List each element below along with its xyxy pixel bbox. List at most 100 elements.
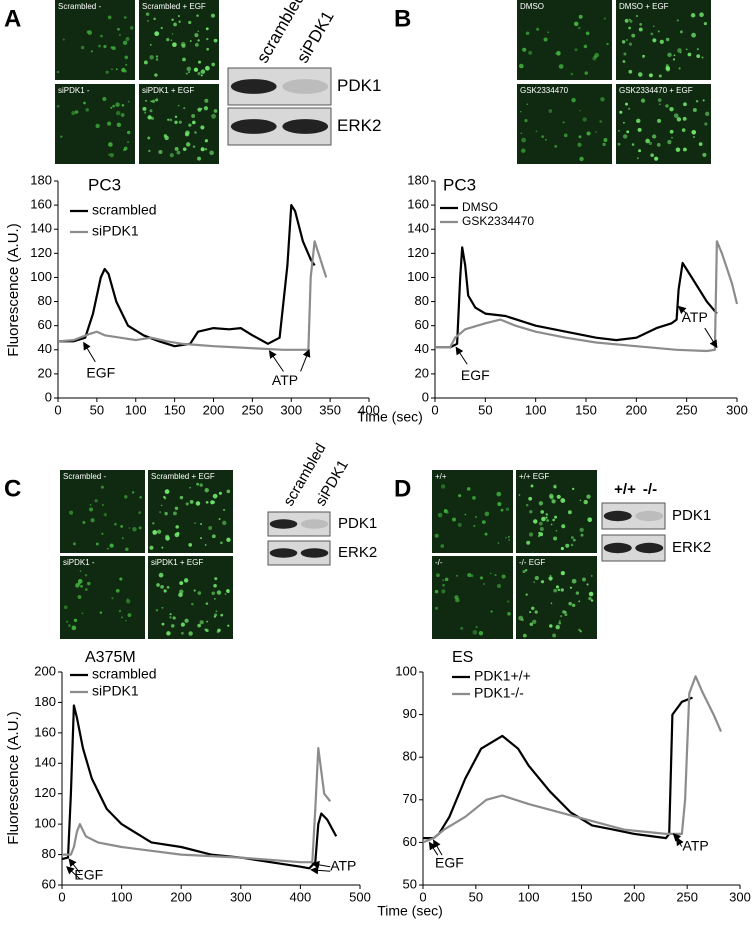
cell [124,55,129,60]
cell [159,511,162,514]
image-label: siPDK1 + EGF [142,86,194,95]
cell [197,72,201,76]
cell [675,147,681,152]
annotation-arrow [83,341,96,363]
cell [144,111,147,114]
cell [535,130,538,133]
cell [169,118,173,122]
cell [631,33,636,38]
cell [521,618,524,622]
cell [196,482,200,486]
annotation: EGF [435,854,464,870]
y-tick-label: 20 [38,365,52,380]
data-line [58,204,316,348]
cell [548,576,553,581]
cell [124,495,128,499]
image-label: DMSO [520,2,544,11]
cell [205,628,209,633]
annotation-arrow [433,839,443,856]
cell [206,37,209,41]
cell [188,71,190,73]
cell [586,494,591,499]
cell [211,591,215,595]
cell [114,522,117,526]
cell [174,532,180,538]
cell [155,609,159,612]
x-tick-label: 200 [625,402,647,417]
y-tick-label: 0 [45,389,52,404]
annotation-arrow [268,350,284,372]
cell [526,540,531,545]
cell [444,577,449,582]
cell [155,55,159,58]
cell [204,148,208,151]
cell [160,584,164,589]
cell [199,620,204,625]
cell [205,500,209,504]
cell [637,72,643,77]
cell [108,142,112,146]
cell [639,23,643,26]
cell [525,503,529,507]
cell [628,26,632,30]
annotation-arrow [68,858,81,874]
cell [100,34,103,38]
cell [578,14,583,19]
cell [145,99,148,102]
cell [628,18,631,21]
cell [81,612,84,615]
cell [153,17,156,21]
x-tick-label: 50 [478,402,492,417]
cell [123,16,127,19]
cell [226,489,231,494]
cell [466,487,471,491]
cell [529,510,533,514]
protein-label: ERK2 [672,539,711,556]
image-label: Scrambled - [58,2,101,11]
cell [196,14,199,17]
cell [622,60,626,63]
cell [505,536,507,539]
cell [656,143,661,147]
x-tick-label: 500 [349,889,371,904]
cell [507,612,511,616]
cell [107,121,112,126]
cell [147,136,151,140]
cell [582,577,586,582]
cell [213,38,218,43]
cell [701,56,704,59]
cell [95,123,100,129]
cell [120,616,124,619]
x-tick-label: 150 [571,889,593,904]
cell [178,120,182,124]
cell [177,15,180,18]
y-tick-label: 140 [407,221,429,236]
y-tick-label: 180 [34,694,56,709]
cell [705,111,710,116]
cell [524,568,528,572]
cell [71,625,77,631]
cell [703,22,708,26]
cell [213,583,217,588]
cell [188,631,193,636]
microscopy-image [516,556,597,639]
cell [73,618,78,623]
annotation-arrow [672,833,683,843]
cell [658,103,661,106]
cell [200,147,205,152]
x-tick-label: 0 [419,889,426,904]
cell [210,500,215,505]
cell [129,26,134,30]
image-label: +/+ EGF [519,472,549,481]
y-tick-label: 40 [415,341,429,356]
cell [437,512,443,518]
cell [555,529,558,532]
cell [554,145,558,148]
cell [90,50,93,53]
cell [179,495,184,500]
y-tick-label: 0 [422,389,429,404]
x-tick-label: 250 [676,889,698,904]
annotation: ATP [272,372,298,388]
cell [178,592,183,598]
cell [563,133,568,138]
